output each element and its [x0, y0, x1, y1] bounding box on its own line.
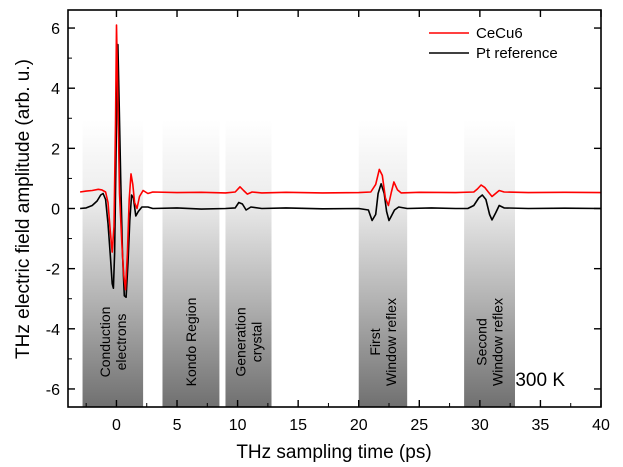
y-tick-label: 6: [51, 21, 60, 38]
x-tick-label: 15: [289, 417, 307, 434]
region-label-2-line-1: Kondo Region: [183, 298, 199, 387]
series-line-pt-reference: [80, 43, 601, 298]
y-tick-label: 2: [51, 141, 60, 158]
x-axis: 0 5 10 15 20 25 30 35 40: [85, 10, 610, 434]
temperature-annotation: 300 K: [515, 370, 565, 391]
y-axis: -6 -4 -2 0 2 4 6: [46, 21, 601, 399]
series-line-cecu6: [79, 24, 601, 291]
data-series: [79, 24, 601, 298]
region-label-5-line-2: Window reflex: [490, 298, 506, 386]
region-label-1-line-1: Conduction: [97, 307, 113, 378]
legend-label-2: Pt reference: [476, 45, 558, 62]
x-tick-label: 30: [471, 417, 489, 434]
x-tick-label: 35: [532, 417, 550, 434]
y-tick-label: 0: [51, 202, 60, 219]
shaded-regions: [82, 120, 515, 407]
y-tick-label: -2: [46, 262, 60, 279]
legend-label-1: CeCu6: [476, 25, 523, 42]
y-tick-label: -6: [46, 382, 60, 399]
shaded-region-1: [82, 120, 144, 407]
y-axis-title: THz electric field amplitude (arb. u.): [13, 59, 34, 359]
shaded-region-4: [358, 120, 408, 407]
x-axis-title: THz sampling time (ps): [236, 442, 431, 463]
y-tick-label: 4: [51, 81, 60, 98]
y-tick-label: -4: [46, 322, 60, 339]
region-label-1-line-2: electrons: [113, 314, 129, 371]
shaded-region-5: [464, 120, 515, 407]
region-label-4-line-2: Window reflex: [383, 298, 399, 386]
region-label-3-line-1: Generation: [233, 307, 249, 376]
x-tick-label: 40: [592, 417, 610, 434]
region-labels: Conduction electrons Kondo Region Generatio…: [97, 298, 506, 387]
x-tick-label: 20: [350, 417, 368, 434]
region-label-3-line-2: crystal: [249, 322, 265, 362]
legend: CeCu6 Pt reference: [429, 25, 558, 62]
x-tick-label: 25: [410, 417, 428, 434]
x-tick-label: 0: [112, 417, 121, 434]
shaded-region-3: [225, 120, 272, 407]
x-tick-label: 10: [229, 417, 247, 434]
region-label-4-line-1: First: [367, 328, 383, 355]
x-tick-label: 5: [173, 417, 182, 434]
region-label-5-line-1: Second: [474, 318, 490, 365]
shaded-region-2: [162, 120, 220, 407]
